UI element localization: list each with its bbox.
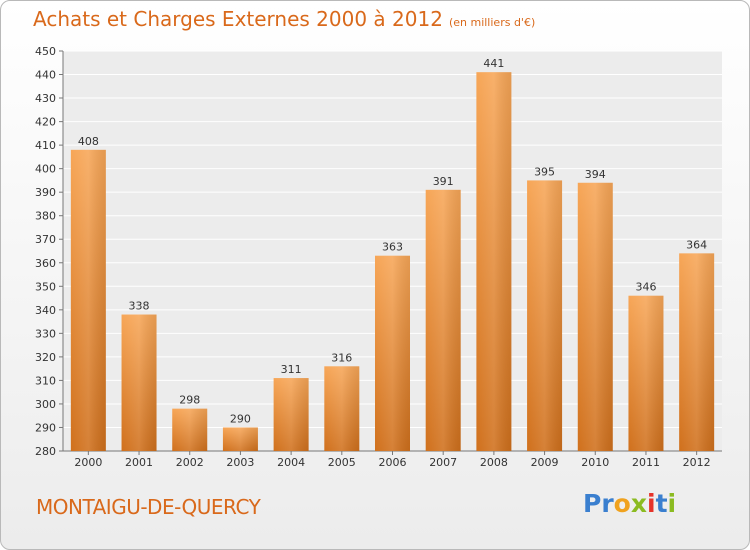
logo-letter: t xyxy=(655,489,668,518)
x-tick-label-2002: 2002 xyxy=(176,456,204,469)
bar-shine-2009 xyxy=(527,180,563,452)
data-label-2009: 395 xyxy=(534,165,555,178)
y-tick-label: 300 xyxy=(35,398,56,411)
y-tick-label: 340 xyxy=(35,304,56,317)
x-tick-label-2003: 2003 xyxy=(226,456,254,469)
bar-shine-2002 xyxy=(172,408,208,451)
commune-name: MONTAIGU-DE-QUERCY xyxy=(36,495,261,519)
data-label-2011: 346 xyxy=(635,281,656,294)
data-label-2008: 441 xyxy=(483,57,504,70)
y-tick-label: 420 xyxy=(35,116,56,129)
y-tick-label: 290 xyxy=(35,421,56,434)
y-tick-label: 370 xyxy=(35,233,56,246)
y-tick-label: 350 xyxy=(35,280,56,293)
y-tick-label: 450 xyxy=(35,45,56,58)
y-tick-label: 410 xyxy=(35,139,56,152)
x-tick-label-2008: 2008 xyxy=(480,456,508,469)
bar-shine-2010 xyxy=(577,182,613,451)
x-tick-label-2009: 2009 xyxy=(531,456,559,469)
logo-letter: i xyxy=(667,489,677,518)
chart-subtitle: (en milliers d'€) xyxy=(448,16,536,29)
data-label-2007: 391 xyxy=(433,175,454,188)
data-label-2005: 316 xyxy=(331,351,352,364)
chart-title-text: Achats et Charges Externes 2000 à 2012 xyxy=(33,7,443,31)
x-tick-label-2010: 2010 xyxy=(581,456,609,469)
data-label-2000: 408 xyxy=(78,135,99,148)
x-tick-label-2005: 2005 xyxy=(328,456,356,469)
x-tick-label-2006: 2006 xyxy=(379,456,407,469)
data-label-2006: 363 xyxy=(382,241,403,254)
bar-shine-2008 xyxy=(476,72,512,452)
bar-shine-2001 xyxy=(121,314,157,451)
data-label-2012: 364 xyxy=(686,238,707,251)
y-tick-label: 380 xyxy=(35,210,56,223)
y-tick-label: 400 xyxy=(35,163,56,176)
bar-shine-2004 xyxy=(273,378,309,451)
bar-shine-2006 xyxy=(375,255,410,451)
logo-letter: o xyxy=(613,489,631,518)
x-tick-label-2011: 2011 xyxy=(632,456,660,469)
y-tick-label: 360 xyxy=(35,257,56,270)
x-tick-label-2007: 2007 xyxy=(429,456,457,469)
data-labels: 408 338 298 290 311 316 363 391 441 395 394 346 364 xyxy=(78,57,707,425)
x-tick-label-2012: 2012 xyxy=(683,456,711,469)
logo-letter: x xyxy=(630,489,647,518)
data-label-2004: 311 xyxy=(281,363,302,376)
y-tick-label: 440 xyxy=(35,69,56,82)
data-label-2001: 338 xyxy=(129,300,150,313)
bar-shine-2005 xyxy=(324,366,360,451)
x-tick-label-2004: 2004 xyxy=(277,456,305,469)
logo-letter: r xyxy=(601,489,614,518)
y-tick-label: 430 xyxy=(35,92,56,105)
y-tick-label: 310 xyxy=(35,374,56,387)
chart-title: Achats et Charges Externes 2000 à 2012 (e… xyxy=(33,7,535,31)
bar-shine-2007 xyxy=(425,189,461,451)
y-tick-label: 320 xyxy=(35,351,56,364)
y-tick-label: 390 xyxy=(35,186,56,199)
data-label-2010: 394 xyxy=(585,168,606,181)
proxiti-logo: Proxiti xyxy=(583,489,676,518)
x-tick-label-2000: 2000 xyxy=(74,456,102,469)
data-label-2003: 290 xyxy=(230,412,251,425)
logo-letter: P xyxy=(583,489,602,518)
data-label-2002: 298 xyxy=(179,394,200,407)
bars xyxy=(70,72,715,452)
y-tick-label: 330 xyxy=(35,327,56,340)
bar-shine-2011 xyxy=(628,295,664,451)
bar-shine-2003 xyxy=(222,427,258,451)
logo-letter: i xyxy=(647,489,656,518)
bar-shine-2000 xyxy=(70,149,106,451)
y-tick-label: 280 xyxy=(35,445,56,458)
x-tick-label-2001: 2001 xyxy=(125,456,153,469)
axes: 280 290 300 310 320 330 340 350 360 370 380 390 400 4… xyxy=(35,45,722,469)
bar-shine-2012 xyxy=(679,253,715,451)
